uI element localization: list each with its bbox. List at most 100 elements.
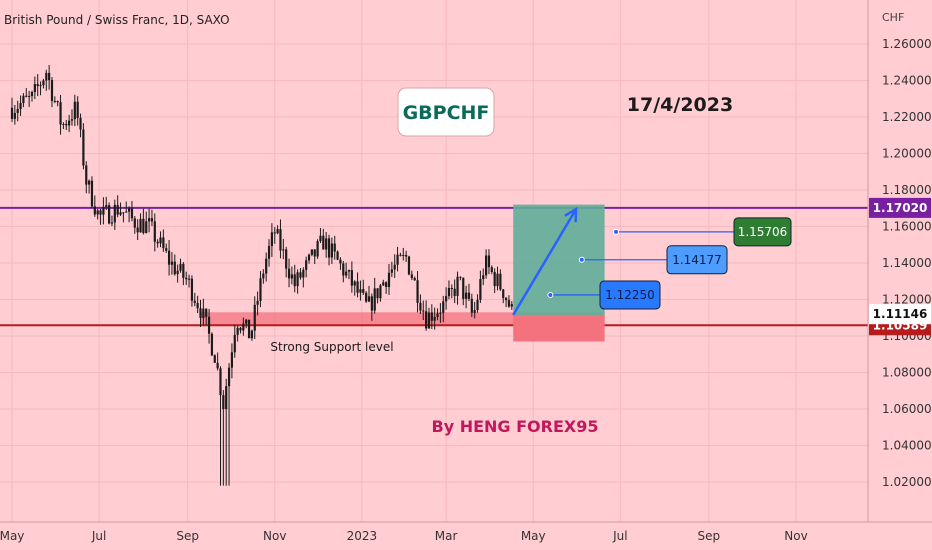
candle-body-46	[142, 218, 145, 234]
candle-body-44	[136, 227, 139, 233]
candle-body-85	[253, 304, 256, 331]
candle-body-106	[313, 249, 316, 257]
y-tick-0: 1.26000	[882, 37, 932, 51]
candle-body-136	[399, 254, 402, 256]
candle-body-154	[450, 287, 453, 289]
candle-body-165	[482, 275, 485, 280]
candle-body-147	[430, 312, 433, 321]
author-label: By HENG FOREX95	[432, 417, 599, 436]
candle-body-41	[127, 208, 131, 212]
candle-body-18	[62, 123, 65, 125]
candle-body-9	[36, 84, 39, 87]
candle-body-158	[462, 277, 465, 299]
candle-body-14	[50, 80, 54, 101]
candle-body-58	[176, 270, 179, 275]
candle-body-103	[305, 260, 308, 270]
candle-body-15	[53, 100, 56, 102]
target-label-0: 1.12250	[605, 288, 655, 302]
candle-body-117	[345, 271, 348, 276]
target-label-2: 1.15706	[738, 225, 788, 239]
candle-body-17	[59, 102, 62, 125]
ticker-box	[397, 87, 495, 137]
candle-body-114	[336, 251, 339, 260]
x-tick-8: Sep	[698, 529, 721, 543]
candle-body-110	[325, 238, 328, 250]
candle-body-129	[379, 285, 382, 299]
target-box-2	[733, 217, 792, 247]
candle-body-172	[502, 289, 505, 298]
candle-body-84	[250, 330, 254, 339]
candle-body-173	[504, 297, 508, 301]
current-price-badge	[869, 304, 931, 325]
candle-body-62	[187, 278, 191, 280]
candle-body-100	[296, 272, 299, 287]
candle-body-71	[213, 355, 216, 363]
projection-arrow-head	[564, 206, 578, 223]
candle-body-32	[102, 206, 105, 215]
candle-body-53	[162, 237, 165, 249]
candle-body-146	[427, 312, 431, 329]
x-tick-5: Mar	[435, 529, 458, 543]
candle-body-94	[279, 229, 282, 251]
candle-body-36	[113, 204, 116, 223]
candle-body-99	[293, 274, 296, 287]
candle-body-52	[159, 237, 162, 244]
candle-body-93	[276, 229, 279, 234]
target-box-0	[599, 280, 661, 310]
candle-body-145	[425, 311, 428, 329]
y-tick-1: 1.24000	[882, 74, 932, 88]
candle-body-91	[270, 232, 273, 247]
candle-body-166	[484, 255, 488, 276]
long-position[interactable]	[512, 204, 605, 342]
candle-body-73	[219, 368, 222, 396]
price-axis[interactable]: CHF 1.26000 1.24000 1.22000 1.20000 1.18000 1…	[867, 0, 932, 522]
candle-body-16	[56, 101, 59, 103]
y-tick-4: 1.18000	[882, 183, 932, 197]
candles	[10, 64, 513, 486]
candle-body-82	[245, 319, 248, 324]
candle-body-49	[150, 218, 154, 222]
candle-body-24	[79, 117, 82, 130]
candle-body-101	[299, 272, 302, 278]
candle-body-119	[350, 270, 353, 286]
candle-body-131	[385, 282, 388, 287]
time-axis[interactable]: May Jul Sep Nov 2023 Mar May Jul Sep Nov	[0, 521, 932, 550]
candle-body-86	[256, 300, 259, 305]
stop-zone[interactable]	[513, 315, 605, 342]
candle-body-13	[48, 72, 51, 81]
candle-body-102	[302, 269, 305, 278]
candle-body-124	[365, 292, 368, 302]
candle-body-77	[230, 352, 234, 368]
candle-body-128	[376, 288, 379, 299]
candle-body-72	[216, 362, 219, 369]
currency-label: CHF	[882, 11, 904, 24]
candle-body-89	[265, 258, 268, 274]
candle-body-170	[496, 273, 499, 287]
resistance-badge	[869, 197, 931, 218]
candle-body-5	[25, 95, 28, 97]
candle-body-108	[319, 235, 322, 242]
y-tick-9: 1.08000	[882, 366, 932, 380]
candle-body-79	[236, 327, 239, 335]
candle-body-143	[419, 302, 422, 311]
candle-body-88	[262, 273, 265, 279]
candle-body-59	[179, 263, 182, 271]
candle-body-92	[273, 232, 276, 234]
x-tick-1: Jul	[91, 529, 106, 543]
projection-arrow	[512, 208, 578, 316]
candle-body-64	[193, 300, 196, 303]
y-tick-3: 1.20000	[882, 147, 932, 161]
candle-body-161	[470, 298, 473, 313]
candle-body-168	[490, 267, 493, 272]
support-zone	[200, 312, 605, 326]
target-box-1	[666, 245, 728, 275]
candle-body-107	[316, 241, 319, 257]
candle-body-115	[339, 259, 342, 264]
candle-body-78	[233, 334, 236, 353]
candle-body-113	[333, 243, 336, 252]
candle-body-21	[70, 119, 74, 121]
resistance-badge-label: 1.17020	[873, 201, 928, 215]
